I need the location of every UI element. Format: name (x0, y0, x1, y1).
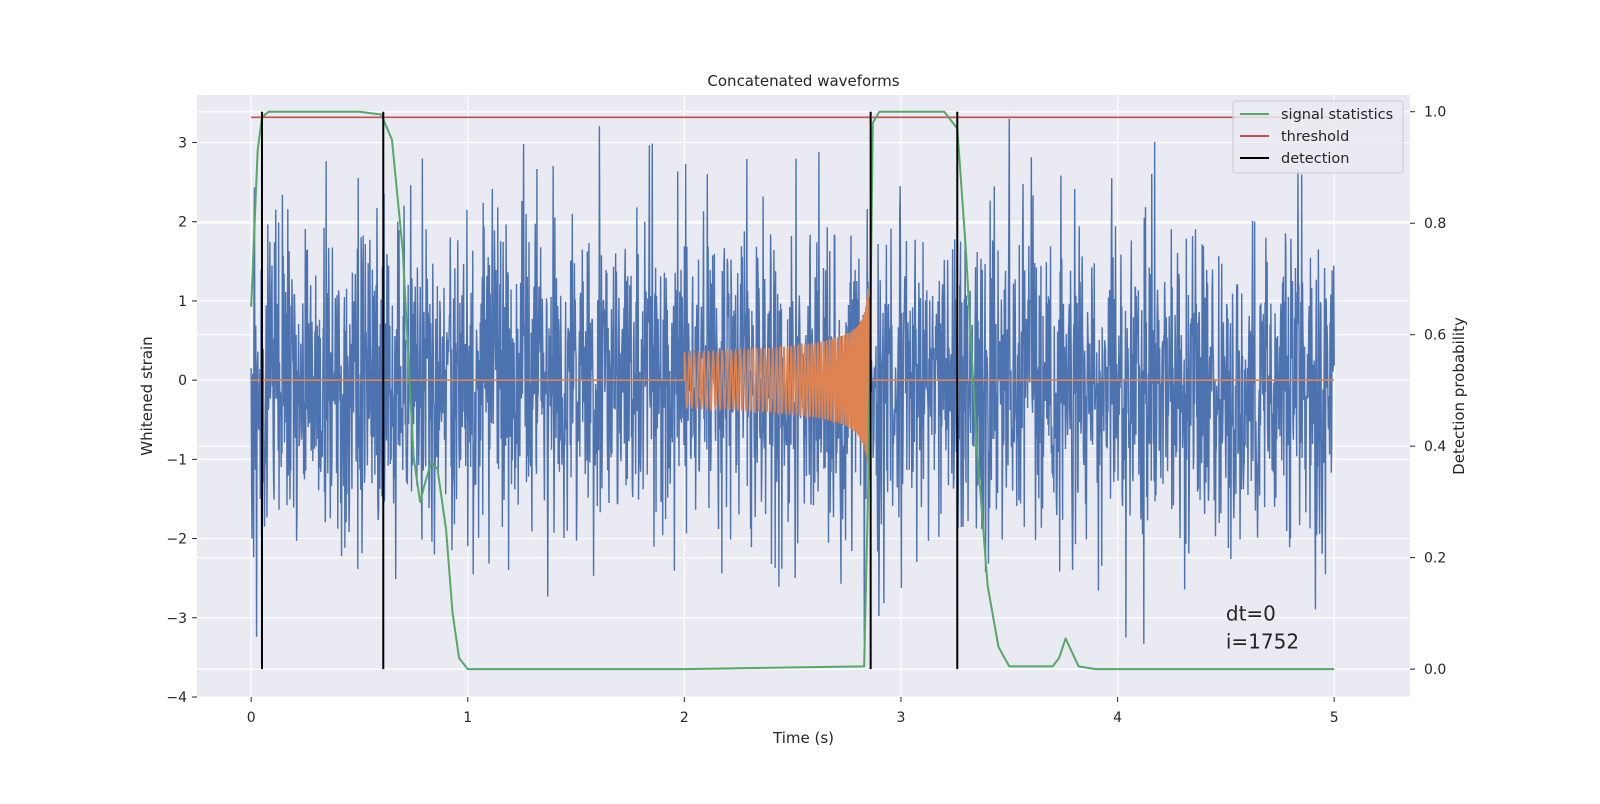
strain-line (250, 118, 1335, 644)
annotations: dt=0 i=1752 (1226, 601, 1299, 653)
legend: signal statistics threshold detection (1232, 100, 1404, 174)
y-left-tick-label: 2 (178, 215, 187, 231)
y-right-tick-label: 1.0 (1424, 105, 1446, 121)
y-left-axis-label: Whitened strain (138, 336, 156, 455)
y-left-tick-label: 3 (178, 136, 187, 152)
y-left-tick-label: −2 (166, 532, 187, 548)
x-axis-ticks: 0 1 2 3 4 5 (247, 697, 1339, 726)
y-left-axis-ticks: −4 −3 −2 −1 0 1 2 3 (166, 136, 197, 706)
y-right-tick-label: 0.8 (1424, 216, 1446, 232)
x-tick-label: 3 (897, 710, 906, 726)
y-right-axis-label: Detection probability (1450, 317, 1468, 475)
legend-box (1232, 100, 1404, 174)
y-right-tick-label: 0.6 (1424, 328, 1446, 344)
chart-title: Concatenated waveforms (707, 72, 899, 90)
legend-label: signal statistics (1281, 107, 1393, 123)
legend-label: detection (1281, 151, 1349, 167)
template-line (251, 288, 1335, 478)
signal-statistics-line (250, 110, 1335, 671)
x-tick-label: 4 (1113, 710, 1122, 726)
detection-series (260, 111, 959, 670)
signal-statistics-series (250, 110, 1335, 671)
x-tick-label: 1 (463, 710, 472, 726)
annotation-text: dt=0 (1226, 601, 1276, 625)
y-right-axis-ticks: 0.0 0.2 0.4 0.6 0.8 1.0 (1410, 105, 1446, 678)
y-left-tick-label: −4 (166, 690, 187, 706)
x-tick-label: 5 (1330, 710, 1339, 726)
y-left-tick-label: 1 (178, 294, 187, 310)
legend-label: threshold (1281, 129, 1349, 145)
y-left-tick-label: −1 (166, 452, 187, 468)
template-series (251, 288, 1335, 478)
annotation-text: i=1752 (1226, 629, 1299, 653)
y-right-tick-label: 0.0 (1424, 662, 1446, 678)
strain-series (250, 118, 1335, 644)
y-right-tick-label: 0.4 (1424, 439, 1446, 455)
x-tick-label: 2 (680, 710, 689, 726)
y-left-tick-label: −3 (166, 611, 187, 627)
y-left-tick-label: 0 (178, 373, 187, 389)
x-axis-label: Time (s) (772, 729, 834, 747)
y-right-tick-label: 0.2 (1424, 551, 1446, 567)
x-tick-label: 0 (247, 710, 256, 726)
